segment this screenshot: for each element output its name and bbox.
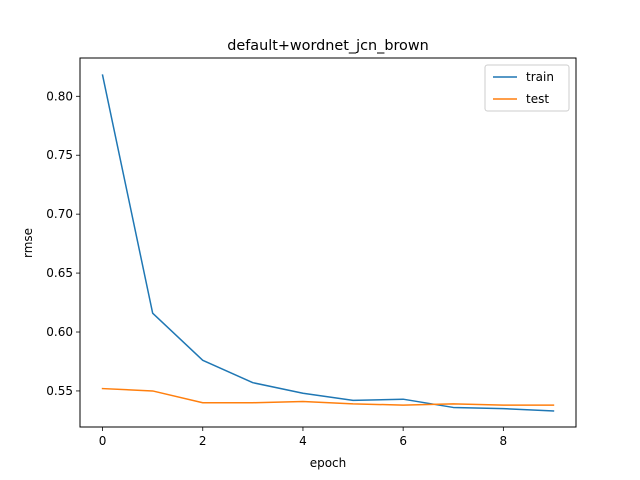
chart-title: default+wordnet_jcn_brown [227,38,429,54]
series-line-test [101,387,555,406]
x-tick-label: 4 [299,434,307,448]
legend: train test [484,64,570,112]
legend-label-test: test [526,92,549,106]
x-tick-label: 8 [500,434,508,448]
x-tick-label: 2 [199,434,207,448]
y-axis: 0.55 0.60 0.65 0.70 0.75 0.80 [46,89,80,398]
y-tick-label: 0.75 [46,148,73,162]
x-axis: 0 2 4 6 8 [99,427,507,448]
y-tick-label: 0.65 [46,266,73,280]
legend-label-train: train [526,70,554,84]
plot-area [101,74,555,412]
y-tick-label: 0.55 [46,384,73,398]
y-tick-label: 0.80 [46,89,73,103]
axes-frame [79,57,577,428]
x-tick-label: 0 [99,434,107,448]
series-line-train [101,74,555,412]
y-axis-label: rmse [21,228,35,258]
y-tick-label: 0.70 [46,207,73,221]
x-tick-label: 6 [399,434,407,448]
x-axis-label: epoch [310,456,347,470]
y-tick-label: 0.60 [46,325,73,339]
